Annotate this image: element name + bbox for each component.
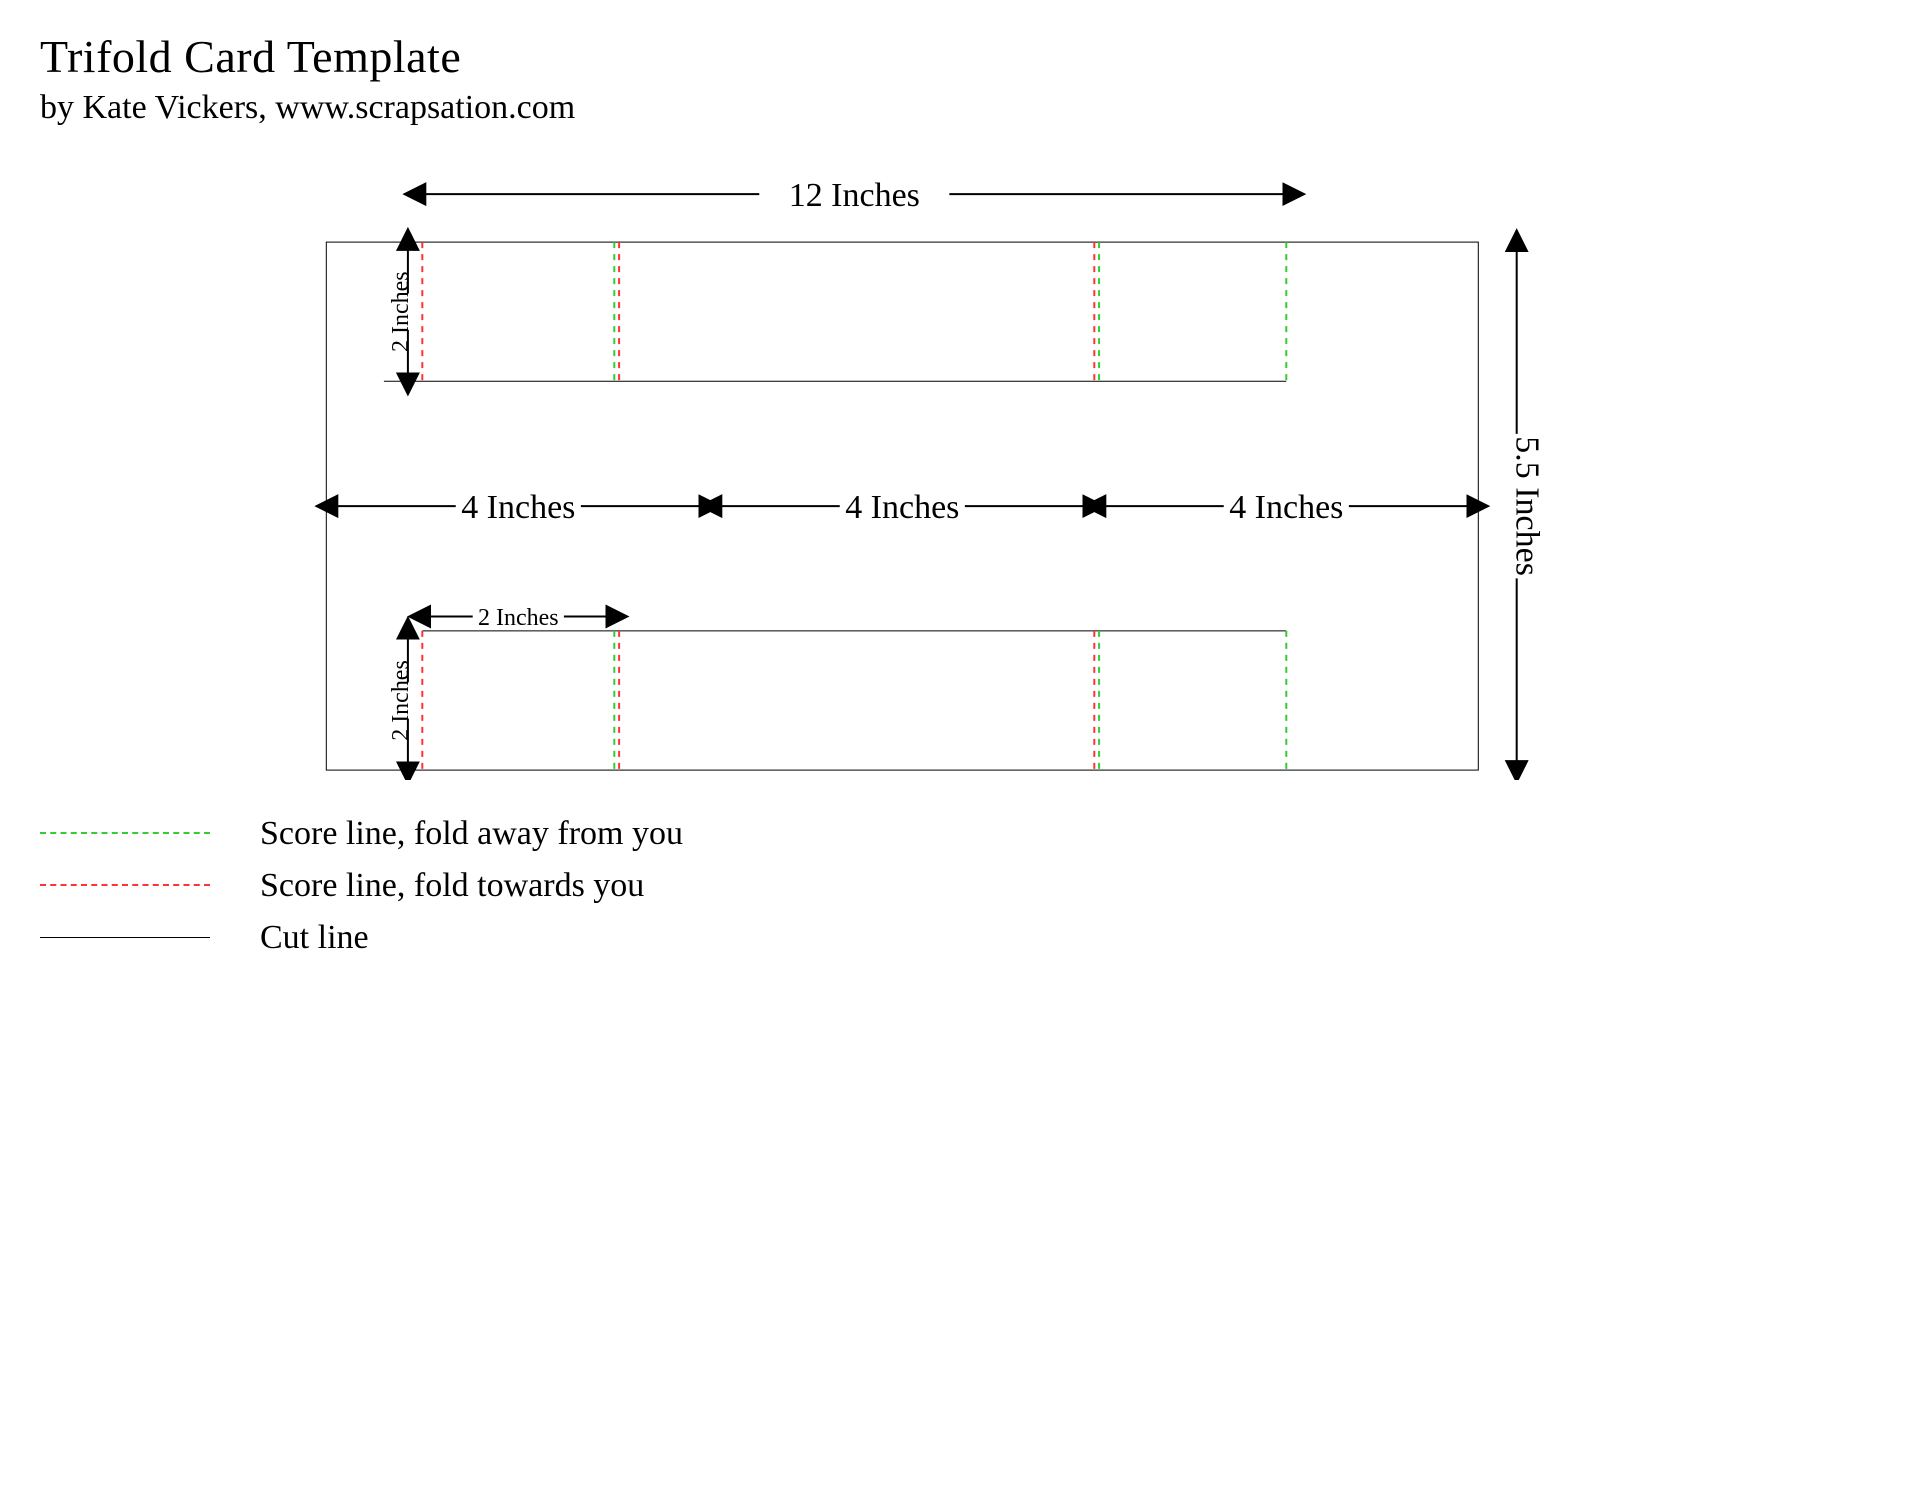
legend-row-towards: Score line, fold towards you xyxy=(40,867,1872,905)
svg-text:5.5 Inches: 5.5 Inches xyxy=(1509,436,1546,576)
legend: Score line, fold away from you Score lin… xyxy=(40,815,1872,957)
legend-label-towards: Score line, fold towards you xyxy=(260,867,644,905)
legend-row-away: Score line, fold away from you xyxy=(40,815,1872,853)
legend-sample-away xyxy=(40,832,210,836)
legend-label-away: Score line, fold away from you xyxy=(260,815,683,853)
legend-sample-towards xyxy=(40,884,210,888)
svg-text:12 Inches: 12 Inches xyxy=(789,177,920,214)
page-title: Trifold Card Template xyxy=(40,30,1872,83)
template-svg: 12 Inches 5.5 Inches 4 Inches 4 Inches 4 Inc… xyxy=(41,167,1871,780)
legend-row-cut: Cut line xyxy=(40,919,1872,957)
page: Trifold Card Template by Kate Vickers, w… xyxy=(0,0,1912,1493)
svg-text:2 Inches: 2 Inches xyxy=(388,660,414,741)
svg-text:4 Inches: 4 Inches xyxy=(461,489,575,526)
svg-text:4 Inches: 4 Inches xyxy=(845,489,959,526)
svg-text:4 Inches: 4 Inches xyxy=(1229,489,1343,526)
legend-sample-cut xyxy=(40,937,210,940)
legend-label-cut: Cut line xyxy=(260,919,369,957)
svg-text:2 Inches: 2 Inches xyxy=(478,605,559,631)
svg-text:2 Inches: 2 Inches xyxy=(388,271,414,352)
byline: by Kate Vickers, www.scrapsation.com xyxy=(40,89,1872,127)
diagram: 12 Inches 5.5 Inches 4 Inches 4 Inches 4 Inc… xyxy=(41,167,1871,785)
